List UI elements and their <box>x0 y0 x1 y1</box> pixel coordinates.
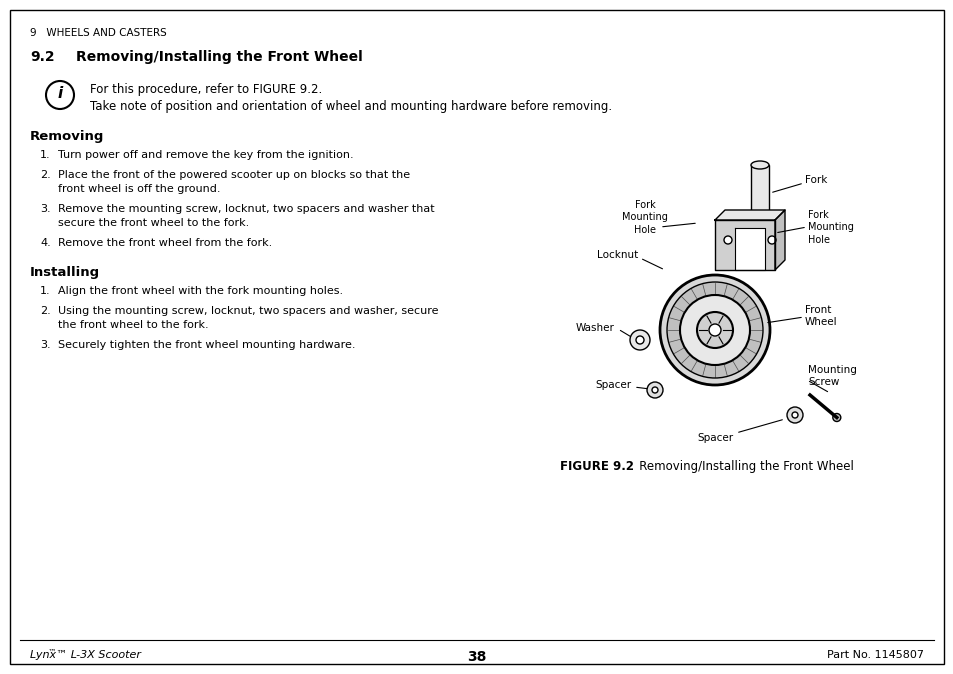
Text: 2.: 2. <box>40 170 51 180</box>
Text: Fork: Fork <box>804 175 826 185</box>
Text: 9   WHEELS AND CASTERS: 9 WHEELS AND CASTERS <box>30 28 167 38</box>
Circle shape <box>723 236 731 244</box>
Circle shape <box>629 330 649 350</box>
Text: Turn power off and remove the key from the ignition.: Turn power off and remove the key from t… <box>58 150 354 160</box>
Polygon shape <box>714 210 784 220</box>
Polygon shape <box>774 210 784 270</box>
Circle shape <box>791 412 797 418</box>
Circle shape <box>659 275 769 385</box>
Ellipse shape <box>750 161 768 169</box>
Text: 3.: 3. <box>40 340 51 350</box>
Text: 1.: 1. <box>40 150 51 160</box>
Text: Washer: Washer <box>576 323 615 333</box>
Text: Place the front of the powered scooter up on blocks so that the: Place the front of the powered scooter u… <box>58 170 410 180</box>
Text: Fork
Mounting
Hole: Fork Mounting Hole <box>807 210 853 245</box>
Bar <box>750 165 768 220</box>
Text: Locknut: Locknut <box>597 250 638 260</box>
Text: 3.: 3. <box>40 204 51 214</box>
Circle shape <box>646 382 662 398</box>
Circle shape <box>786 407 802 423</box>
Text: Removing/Installing the Front Wheel: Removing/Installing the Front Wheel <box>76 50 362 64</box>
Text: Removing/Installing the Front Wheel: Removing/Installing the Front Wheel <box>627 460 853 473</box>
Text: Remove the front wheel from the fork.: Remove the front wheel from the fork. <box>58 238 272 248</box>
Circle shape <box>636 336 643 344</box>
Circle shape <box>679 295 749 365</box>
Text: Take note of position and orientation of wheel and mounting hardware before remo: Take note of position and orientation of… <box>90 100 612 113</box>
Text: Using the mounting screw, locknut, two spacers and washer, secure: Using the mounting screw, locknut, two s… <box>58 306 438 316</box>
Text: Securely tighten the front wheel mounting hardware.: Securely tighten the front wheel mountin… <box>58 340 355 350</box>
Ellipse shape <box>750 216 768 224</box>
Text: Mounting
Screw: Mounting Screw <box>807 365 856 388</box>
Text: front wheel is off the ground.: front wheel is off the ground. <box>58 184 220 194</box>
Text: 2.: 2. <box>40 306 51 316</box>
Circle shape <box>666 282 762 378</box>
Text: 4.: 4. <box>40 238 51 248</box>
Text: Spacer: Spacer <box>596 380 631 390</box>
Circle shape <box>767 236 775 244</box>
Text: Part No. 1145807: Part No. 1145807 <box>826 650 923 660</box>
Text: 38: 38 <box>467 650 486 664</box>
Circle shape <box>697 312 732 348</box>
Text: Removing: Removing <box>30 130 104 143</box>
Text: Lynx™ L-3X Scooter: Lynx™ L-3X Scooter <box>30 650 141 660</box>
Text: For this procedure, refer to FIGURE 9.2.: For this procedure, refer to FIGURE 9.2. <box>90 83 322 96</box>
Text: Fork
Mounting
Hole: Fork Mounting Hole <box>621 200 667 235</box>
Circle shape <box>832 413 840 421</box>
Text: Front
Wheel: Front Wheel <box>804 305 837 328</box>
Text: 1.: 1. <box>40 286 51 296</box>
Text: Align the front wheel with the fork mounting holes.: Align the front wheel with the fork moun… <box>58 286 343 296</box>
Text: FIGURE 9.2: FIGURE 9.2 <box>559 460 634 473</box>
Circle shape <box>708 324 720 336</box>
Text: the front wheel to the fork.: the front wheel to the fork. <box>58 320 209 330</box>
Text: Spacer: Spacer <box>697 433 732 443</box>
Text: Installing: Installing <box>30 266 100 279</box>
Text: i: i <box>57 86 63 102</box>
Text: 9.2: 9.2 <box>30 50 54 64</box>
Text: secure the front wheel to the fork.: secure the front wheel to the fork. <box>58 218 249 228</box>
Text: Remove the mounting screw, locknut, two spacers and washer that: Remove the mounting screw, locknut, two … <box>58 204 435 214</box>
Polygon shape <box>714 220 774 270</box>
Polygon shape <box>734 228 764 270</box>
Circle shape <box>651 387 658 393</box>
Text: ™: ™ <box>48 648 56 657</box>
